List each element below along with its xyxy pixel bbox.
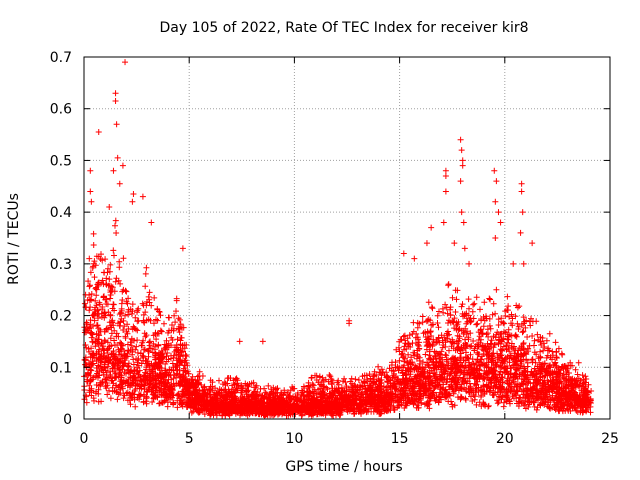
data-point <box>493 286 500 293</box>
x-axis-label: GPS time / hours <box>285 459 402 475</box>
data-point <box>148 219 155 226</box>
data-point <box>112 90 119 97</box>
data-point <box>460 219 467 226</box>
data-point <box>520 260 527 267</box>
y-tick-label: 0.4 <box>50 205 72 221</box>
data-point <box>458 209 465 216</box>
data-point <box>518 180 525 187</box>
chart-title: Day 105 of 2022, Rate Of TEC Index for r… <box>159 20 528 36</box>
x-tick-label: 10 <box>285 431 303 447</box>
data-point <box>518 188 525 195</box>
data-point <box>517 229 524 236</box>
x-tick-label: 5 <box>185 431 194 447</box>
data-point <box>346 320 353 327</box>
data-point <box>492 198 499 205</box>
data-point-cloud <box>81 217 595 419</box>
data-point <box>457 136 464 143</box>
data-point <box>442 188 449 195</box>
x-tick-label: 25 <box>601 431 619 447</box>
y-tick-label: 0 <box>63 412 72 428</box>
data-point <box>423 240 430 247</box>
data-point <box>461 245 468 252</box>
data-point <box>106 203 113 210</box>
data-point <box>428 224 435 231</box>
data-point <box>466 260 473 267</box>
data-point <box>458 147 465 154</box>
data-point <box>442 167 449 174</box>
data-point <box>459 157 466 164</box>
data-point <box>459 162 466 169</box>
grid-lines <box>84 57 610 419</box>
data-point <box>491 167 498 174</box>
data-point <box>519 209 526 216</box>
data-point <box>495 209 502 216</box>
y-axis-ticks: 0 0.1 0.2 0.3 0.4 0.5 0.6 0.7 <box>50 50 610 428</box>
y-tick-label: 0.1 <box>50 360 72 376</box>
data-point <box>119 162 126 169</box>
data-point <box>411 255 418 262</box>
data-point <box>236 338 243 345</box>
data-point <box>451 240 458 247</box>
y-tick-label: 0.5 <box>50 153 72 169</box>
data-point <box>129 198 136 205</box>
data-point <box>179 245 186 252</box>
data-points <box>81 59 595 419</box>
data-point <box>122 59 129 66</box>
data-point <box>457 178 464 185</box>
data-point <box>493 178 500 185</box>
data-point <box>440 219 447 226</box>
data-point <box>130 191 137 198</box>
data-point <box>113 121 120 128</box>
data-point <box>87 188 94 195</box>
data-point <box>88 198 95 205</box>
y-tick-label: 0.3 <box>50 257 72 273</box>
data-point <box>400 250 407 257</box>
data-point <box>529 240 536 247</box>
x-tick-label: 0 <box>80 431 89 447</box>
x-tick-label: 20 <box>496 431 514 447</box>
data-point <box>110 167 117 174</box>
data-point <box>259 338 266 345</box>
data-point <box>139 193 146 200</box>
x-tick-label: 15 <box>391 431 409 447</box>
data-point <box>492 235 499 241</box>
data-point <box>87 167 94 174</box>
data-point <box>116 180 123 187</box>
y-axis-label: ROTI / TECUs <box>6 193 22 285</box>
data-point <box>95 128 102 135</box>
data-point <box>442 172 449 179</box>
x-axis-ticks: 0 5 10 15 20 25 <box>80 57 619 447</box>
plot-frame <box>83 56 611 420</box>
data-point <box>510 260 517 267</box>
y-tick-label: 0.6 <box>50 102 72 118</box>
data-point <box>497 219 504 226</box>
data-point <box>112 97 119 104</box>
data-point <box>114 154 121 161</box>
y-tick-label: 0.7 <box>50 50 72 66</box>
y-tick-label: 0.2 <box>50 309 72 325</box>
